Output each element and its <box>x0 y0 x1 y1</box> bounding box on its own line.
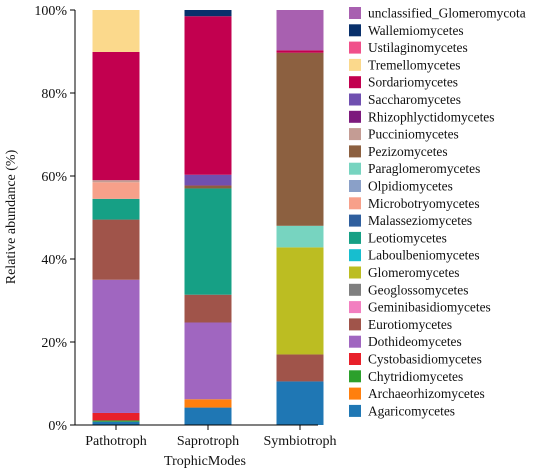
legend-label: Pezizomycetes <box>368 144 448 159</box>
legend-label: Cystobasidiomycetes <box>368 352 482 367</box>
x-axis-title: TrophicModes <box>164 454 246 469</box>
bar-segment-pucciniomycetes-pathotroph <box>92 180 140 183</box>
legend-label: Dothideomycetes <box>368 334 462 349</box>
legend-label: Microbotryomycetes <box>368 196 480 211</box>
bar-segment-sordariomycetes-saprotroph <box>184 16 232 175</box>
legend-label: Ustilaginomycetes <box>368 40 468 55</box>
legend-swatch <box>349 231 361 244</box>
legend-label: Malasseziomycetes <box>368 213 472 228</box>
legend-swatch <box>349 145 361 158</box>
legend-label: Agaricomycetes <box>368 403 455 418</box>
bar-segment-leotiomycetes-pathotroph <box>92 198 140 220</box>
legend-label: Geminibasidiomycetes <box>368 300 491 315</box>
legend-label: Sordariomycetes <box>368 75 458 90</box>
y-tick-label: 40% <box>41 253 67 268</box>
legend-swatch <box>349 214 361 227</box>
legend-label: Olpidiomycetes <box>368 179 453 194</box>
legend-label: Glomeromycetes <box>368 265 459 280</box>
x-tick-label: Pathotroph <box>85 434 146 449</box>
legend-label: unclassified_Glomeromycota <box>368 6 526 21</box>
legend-swatch <box>349 318 361 331</box>
y-tick-label: 20% <box>41 336 67 351</box>
legend-swatch <box>349 24 361 37</box>
bar-segment-sordariomycetes-symbiotroph <box>276 50 324 53</box>
legend-swatch <box>349 93 361 106</box>
legend-label: Archaeorhizomycetes <box>368 386 485 401</box>
y-axis-title: Relative abundance (%) <box>4 149 19 284</box>
legend-label: Saccharomycetes <box>368 92 461 107</box>
legend-label: Geoglossomycetes <box>368 282 468 297</box>
bar-segment-glomeromycetes-symbiotroph <box>276 247 324 355</box>
bar-segment-tremellomycetes-pathotroph <box>92 10 140 52</box>
legend-label: Chytridiomycetes <box>368 369 463 384</box>
bar-segment-wallemiomycetes-saprotroph <box>184 10 232 17</box>
bar-segment-unclassified-glomeromycota-symbiotroph <box>276 10 324 51</box>
bar-segment-sordariomycetes-pathotroph <box>92 51 140 181</box>
legend-label: Pucciniomycetes <box>368 127 459 142</box>
legend-label: Leotiomycetes <box>368 230 447 245</box>
bar-segment-pezizomycetes-symbiotroph <box>276 52 324 226</box>
y-tick-label: 0% <box>48 419 67 434</box>
bar-segment-agaricomycetes-symbiotroph <box>276 381 324 425</box>
legend: unclassified_Glomeromycota Wallemiomycete… <box>349 6 526 418</box>
legend-swatch <box>349 387 361 400</box>
legend-swatch <box>349 7 361 19</box>
legend-swatch <box>349 58 361 71</box>
legend-label: Rhizophlyctidomycetes <box>368 109 494 124</box>
bar-segment-chytridiomycetes-pathotroph <box>92 420 140 422</box>
legend-label: Laboulbeniomycetes <box>368 248 480 263</box>
bar-segment-eurotiomycetes-pathotroph <box>92 219 140 280</box>
bar-segment-dothideomycetes-saprotroph <box>184 322 232 400</box>
legend-label: Tremellomycetes <box>368 57 460 72</box>
bar-segment-paraglomeromycetes-symbiotroph <box>276 225 324 248</box>
legend-swatch <box>349 128 361 141</box>
bars-layer <box>92 10 324 425</box>
legend-swatch <box>349 370 361 383</box>
x-tick-label: Saprotroph <box>177 434 239 449</box>
bar-segment-archaeorhizomycetes-saprotroph <box>184 399 232 408</box>
legend-swatch <box>349 283 361 296</box>
bar-segment-agaricomycetes-pathotroph <box>92 421 140 425</box>
legend-swatch <box>349 301 361 314</box>
legend-swatch <box>349 197 361 210</box>
bar-segment-eurotiomycetes-symbiotroph <box>276 354 324 382</box>
x-tick-label: Symbiotroph <box>263 434 336 449</box>
y-tick-label: 60% <box>41 170 67 185</box>
legend-swatch <box>349 76 361 89</box>
y-tick-label: 100% <box>34 4 67 19</box>
legend-swatch <box>349 162 361 175</box>
bar-segment-leotiomycetes-saprotroph <box>184 188 232 295</box>
legend-swatch <box>349 266 361 279</box>
bar-segment-agaricomycetes-saprotroph <box>184 407 232 425</box>
bar-segment-rhizophlyctidomycetes-saprotroph <box>184 185 232 186</box>
bar-segment-dothideomycetes-pathotroph <box>92 279 140 413</box>
legend-label: Paraglomeromycetes <box>368 161 480 176</box>
bar-segment-cystobasidiomycetes-pathotroph <box>92 412 140 421</box>
legend-swatch <box>349 404 361 417</box>
legend-label: Wallemiomycetes <box>368 23 464 38</box>
legend-swatch <box>349 180 361 192</box>
legend-swatch <box>349 249 361 262</box>
bar-segment-saccharomycetes-saprotroph <box>184 174 232 186</box>
legend-label: Eurotiomycetes <box>368 317 452 332</box>
bar-segment-pezizomycetes-saprotroph <box>184 185 232 189</box>
legend-swatch <box>349 335 361 348</box>
y-tick-label: 80% <box>41 87 67 102</box>
legend-swatch <box>349 353 361 365</box>
legend-swatch <box>349 41 361 54</box>
bar-segment-microbotryomycetes-pathotroph <box>92 182 140 199</box>
bar-segment-eurotiomycetes-saprotroph <box>184 294 232 323</box>
axes-layer: Pathotroph Saprotroph Symbiotroph 0% 20% 40% 6… <box>34 4 336 449</box>
legend-swatch <box>349 110 361 123</box>
